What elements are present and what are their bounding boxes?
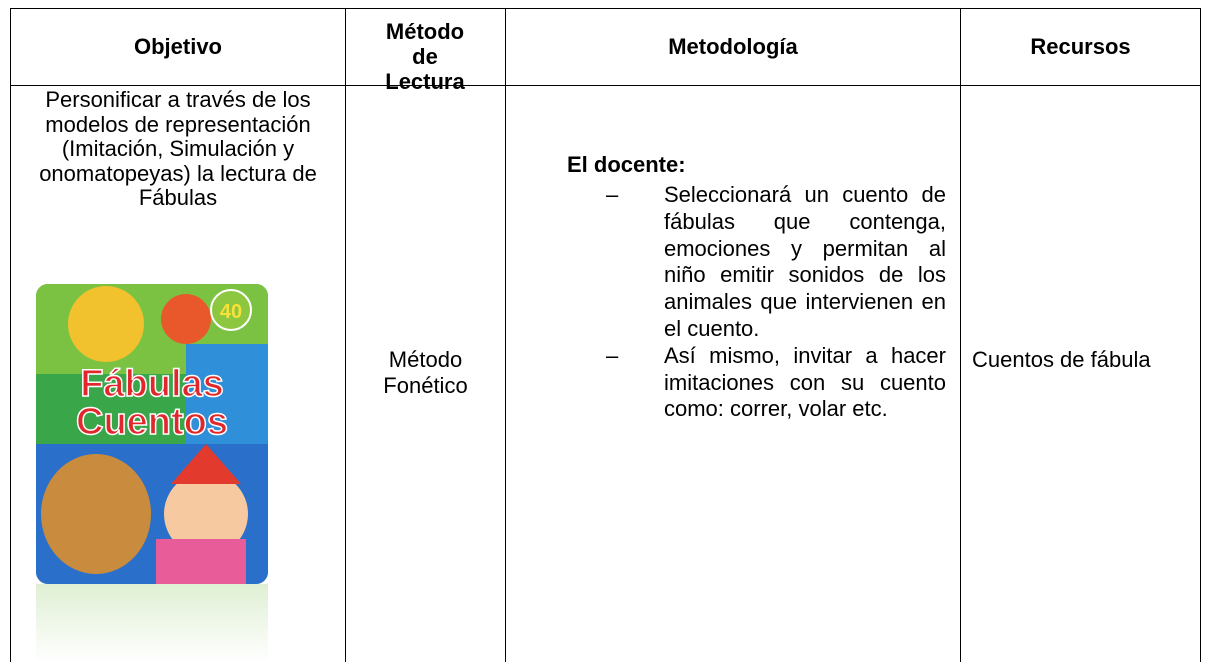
list-item: – Así mismo, invitar a hacer imitaciones … [606, 342, 946, 423]
objective-text: Personificar a través de los modelos de … [39, 87, 317, 211]
table-border [10, 8, 11, 662]
table-border [960, 8, 961, 662]
resources-value: Cuentos de fábula [972, 347, 1151, 372]
header-cell: Recursos [1030, 34, 1131, 59]
table-border [505, 8, 506, 662]
table-border [10, 85, 1201, 86]
methodology-heading: El docente: [567, 152, 686, 177]
method-text: Método Fonético [383, 347, 468, 398]
bullet: – [606, 182, 619, 207]
table-border [1200, 8, 1201, 662]
header-cell: Objetivo [133, 34, 222, 59]
cover-title: Cuentos [76, 401, 228, 443]
bullet: – [606, 342, 619, 368]
list-item: – Seleccionará un cuento de fábulas que c… [606, 182, 946, 343]
resources-text: Cuentos de fábula [972, 347, 1190, 373]
header-cell: Metodología [668, 34, 798, 59]
list-item-text: Así mismo, invitar a hacer imitaciones c… [664, 342, 946, 422]
book-cover: 40 Fábulas Cuentos [36, 284, 268, 662]
header-cell: Método de Lectura [385, 19, 465, 94]
cover-title: Fábulas [80, 363, 224, 405]
cover-badge: 40 [220, 301, 242, 323]
table-border [345, 8, 346, 662]
list-item-text: Seleccionará un cuento de fábulas que co… [664, 182, 946, 341]
methodology-list: – Seleccionará un cuento de fábulas que c… [606, 182, 946, 423]
table-border [10, 8, 1201, 9]
